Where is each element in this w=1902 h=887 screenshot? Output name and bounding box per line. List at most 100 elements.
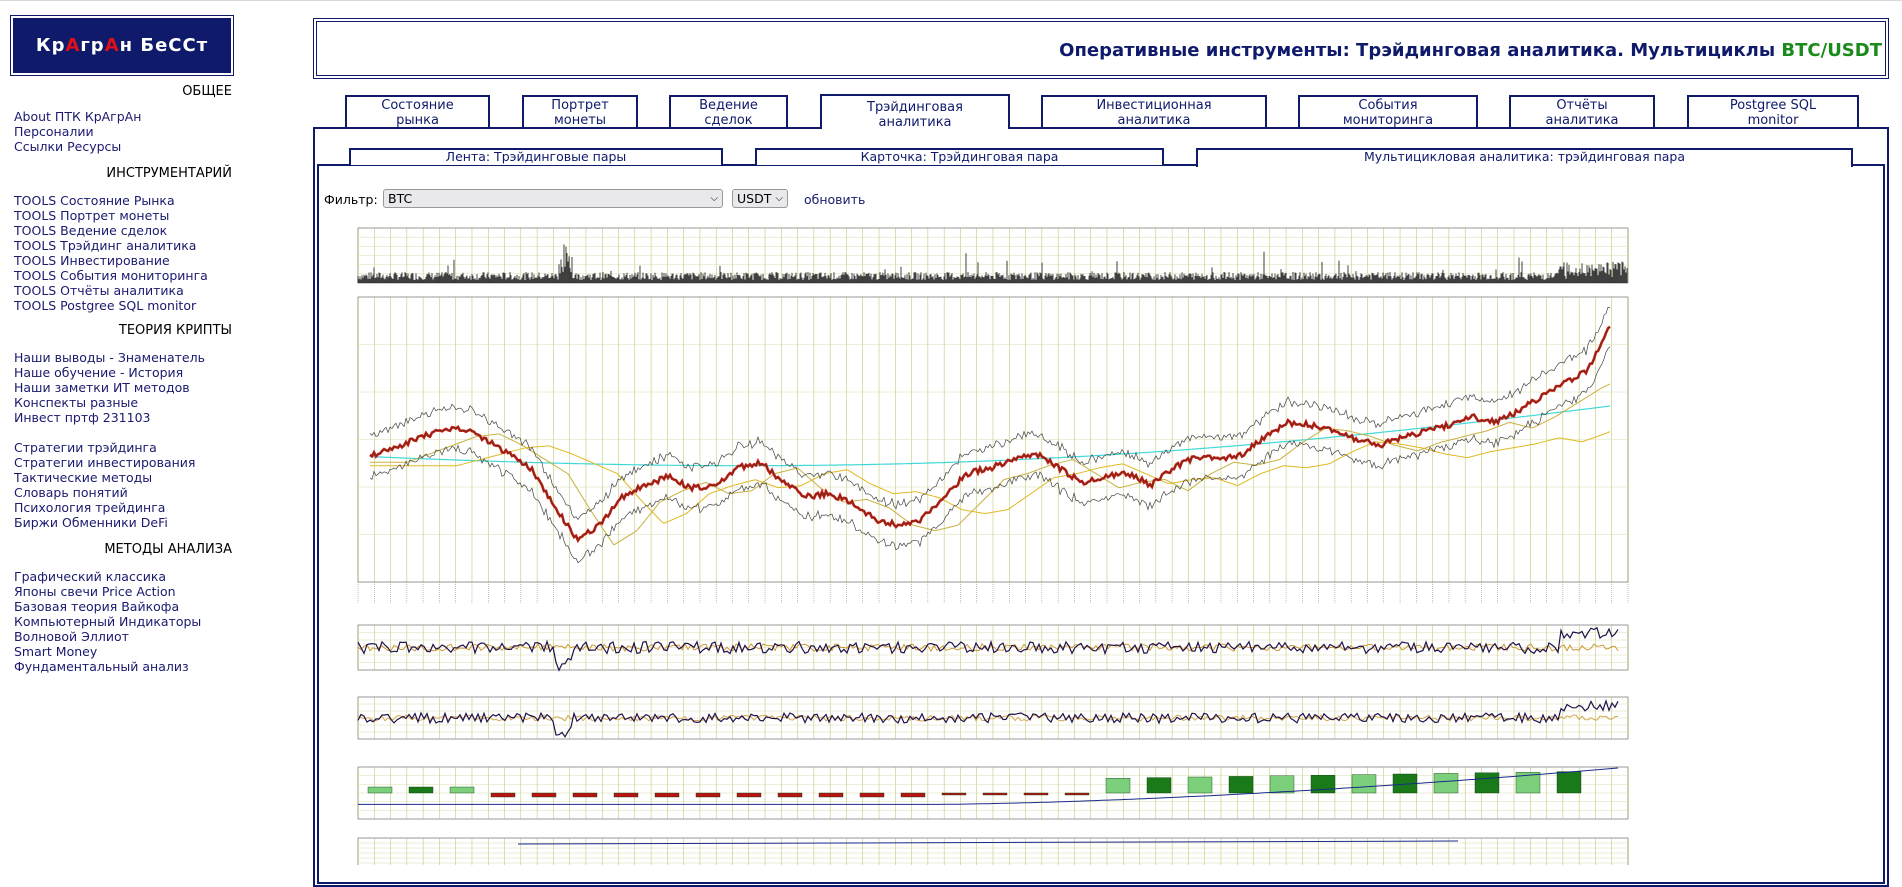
sidebar-item-tools-sql[interactable]: TOOLS Postgree SQL monitor [14, 298, 197, 313]
histogram-bar [1228, 776, 1254, 794]
histogram-bar [1556, 771, 1582, 794]
coin-select[interactable]: BTC ⌵ [383, 189, 723, 208]
sidebar-item-method-1[interactable]: Графический классика [14, 569, 167, 584]
tab-label-line1: Портрет [551, 98, 609, 113]
sidebar-item-tools-events[interactable]: TOOLS События мониторинга [14, 268, 208, 283]
tab-monitoring-events[interactable]: События мониторинга [1298, 95, 1478, 128]
sidebar-item-glossary[interactable]: Словарь понятий [14, 485, 128, 500]
histogram-bar [736, 792, 762, 798]
tab-label-line2: аналитика [1545, 113, 1619, 128]
quote-select[interactable]: USDT ⌵ [732, 189, 788, 208]
tab-label-line1: Трэйдинговая [867, 100, 963, 115]
tab-coin-portrait[interactable]: Портрет монеты [522, 95, 638, 128]
histogram-trend-line [358, 767, 1619, 805]
tab-label-line1: Ведение [699, 98, 758, 113]
band-lower-line [369, 346, 1611, 564]
tab-deals[interactable]: Ведение сделок [669, 95, 788, 128]
multicycle-chart-image [357, 227, 1629, 865]
subtab-pair-card[interactable]: Карточка: Трэйдинговая пара [755, 148, 1164, 165]
logo-text-1: Кр [35, 35, 66, 56]
sidebar-item-method-5[interactable]: Волновой Эллиот [14, 629, 129, 644]
sidebar-item-theory-2[interactable]: Наше обучение - История [14, 365, 184, 380]
histogram-bar [1023, 792, 1049, 796]
tab-investment-analytics[interactable]: Инвестиционная аналитика [1041, 95, 1267, 128]
sidebar: ОБЩЕЕ About ПТК КрАгрАн Персоналии Ссылк… [14, 84, 232, 674]
histogram-bar [490, 792, 516, 798]
tab-market-state[interactable]: Состояние рынка [345, 95, 490, 128]
histogram-bar [1146, 777, 1172, 794]
tab-label-line2: аналитика [1117, 113, 1191, 128]
sidebar-item-tools-trading[interactable]: TOOLS Трэйдинг аналитика [14, 238, 197, 253]
sidebar-item-theory-4[interactable]: Конспекты разные [14, 395, 139, 410]
sidebar-item-strategy-invest[interactable]: Стратегии инвестирования [14, 455, 196, 470]
histogram-bar [654, 792, 680, 798]
section-title-theory: ТЕОРИЯ КРИПТЫ [118, 323, 232, 338]
tab-reports[interactable]: Отчёты аналитика [1509, 95, 1655, 128]
sidebar-item-tactics[interactable]: Тактические методы [14, 470, 153, 485]
logo-text-2: А [65, 35, 81, 56]
chevron-down-icon: ⌵ [710, 193, 718, 204]
quote-select-value: USDT [737, 191, 772, 206]
band-upper-line [369, 306, 1611, 521]
sidebar-item-tools-market[interactable]: TOOLS Состояние Рынка [14, 193, 175, 208]
histogram-bar [777, 792, 803, 798]
sidebar-item-method-2[interactable]: Японы свечи Price Action [14, 584, 176, 599]
sidebar-item-tools-invest[interactable]: TOOLS Инвестирование [14, 253, 170, 268]
tab-sql-monitor[interactable]: Postgree SQL monitor [1687, 95, 1859, 128]
histogram-bar [1105, 778, 1131, 794]
sidebar-item-persons[interactable]: Персоналии [14, 124, 94, 139]
bottom-line [517, 840, 1459, 845]
histogram-bar [818, 792, 844, 798]
section-title-tools: ИНСТРУМЕНТАРИЙ [106, 166, 232, 181]
sidebar-item-links[interactable]: Ссылки Ресурсы [14, 139, 122, 154]
sidebar-item-about[interactable]: About ПТК КрАгрАн [14, 109, 142, 124]
sidebar-item-tools-reports[interactable]: TOOLS Отчёты аналитика [14, 283, 184, 298]
tab-label-line2: сделок [704, 113, 753, 128]
histogram-bar [1433, 773, 1459, 794]
tab-label-line2: аналитика [878, 115, 952, 130]
oscillator-2-panel-signal-line [357, 714, 1619, 722]
sidebar-item-method-4[interactable]: Компьютерный Индикаторы [14, 614, 202, 629]
histogram-bar [1269, 775, 1295, 794]
logo-text-5: н БеССт [119, 35, 209, 56]
tab-label-line1: Postgree SQL [1729, 98, 1817, 113]
sidebar-item-exchanges[interactable]: Биржи Обменники DeFi [14, 515, 168, 530]
tab-label-line2: monitor [1747, 113, 1799, 128]
tab-label-line1: Отчёты [1556, 98, 1608, 113]
coin-select-value: BTC [388, 191, 413, 206]
histogram-bar [1515, 772, 1541, 794]
subtab-pairs-feed[interactable]: Лента: Трэйдинговые пары [349, 148, 723, 165]
sidebar-item-tools-deals[interactable]: TOOLS Ведение сделок [14, 223, 168, 238]
tab-label-line1: Состояние [381, 98, 454, 113]
sidebar-item-theory-3[interactable]: Наши заметки ИТ методов [14, 380, 190, 395]
oscillator-2-panel-main-line [357, 699, 1619, 738]
histogram-bar [695, 792, 721, 798]
price-wick [369, 326, 1611, 541]
histogram-bar [900, 792, 926, 798]
subtab-multicycle[interactable]: Мультицикловая аналитика: трэйдинговая п… [1196, 148, 1853, 167]
histogram-bar [408, 786, 434, 794]
logo[interactable]: КрАгрАн БеССт [10, 15, 234, 76]
tab-trading-analytics[interactable]: Трэйдинговая аналитика [820, 94, 1010, 130]
section-title-general: ОБЩЕЕ [182, 84, 232, 99]
page-title: Оперативные инструменты: Трэйдинговая ан… [1059, 40, 1882, 61]
sidebar-item-tools-coin[interactable]: TOOLS Портрет монеты [14, 208, 170, 223]
histogram-bar [1474, 772, 1500, 794]
histogram-bar [1310, 775, 1336, 794]
refresh-button[interactable]: обновить [804, 192, 866, 207]
sidebar-item-theory-5[interactable]: Инвест пртф 231103 [14, 410, 151, 425]
filter-label: Фильтр: [324, 192, 378, 207]
sidebar-item-method-3[interactable]: Базовая теория Вайкофа [14, 599, 180, 614]
sidebar-item-psychology[interactable]: Психология трейдинга [14, 500, 166, 515]
sidebar-item-theory-1[interactable]: Наши выводы - Знаменатель [14, 350, 205, 365]
logo-text-3: гр [80, 35, 105, 56]
ma-mid-line [370, 431, 1611, 524]
histogram-bar [367, 786, 393, 794]
oscillator-1-panel-main-line [357, 626, 1619, 672]
histogram-bar [572, 792, 598, 798]
sidebar-item-method-6[interactable]: Smart Money [14, 644, 98, 659]
histogram-bar [1351, 774, 1377, 794]
sidebar-item-method-7[interactable]: Фундаментальный анализ [14, 659, 189, 674]
sidebar-item-strategy-trading[interactable]: Стратегии трэйдинга [14, 440, 157, 455]
histogram-bar [1064, 792, 1090, 796]
